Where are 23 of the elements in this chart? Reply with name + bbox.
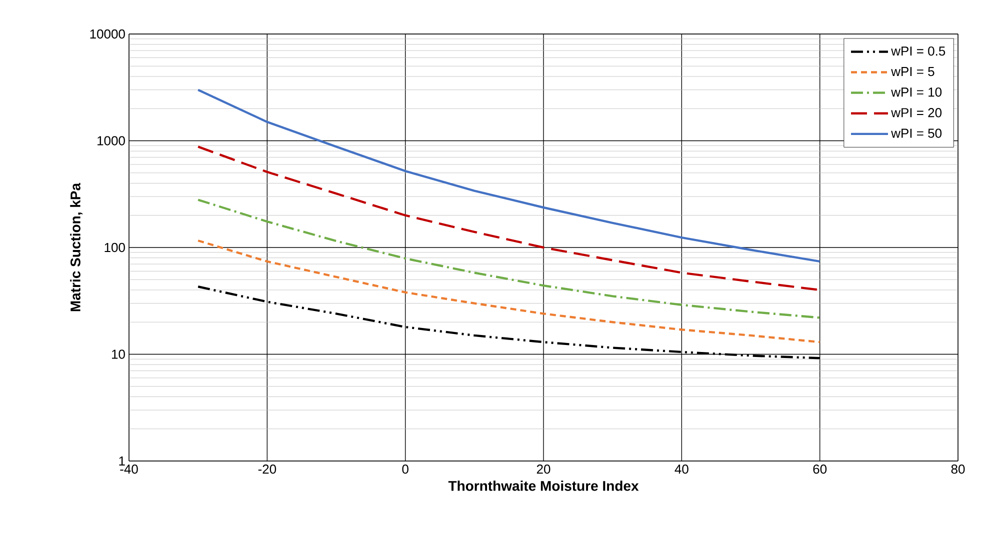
y-tick-label: 10 <box>112 350 125 359</box>
line-series <box>196 286 821 360</box>
y-tick-label: 1000 <box>98 136 125 146</box>
y-tick-label: 1 <box>119 456 125 466</box>
line-series <box>196 198 821 319</box>
legend-label: wPI = 10 <box>891 87 942 97</box>
y-tick-label: 100 <box>104 242 125 252</box>
y-axis-title: Matric Suction, kPa <box>70 182 82 312</box>
x-tick-label: 20 <box>536 464 550 474</box>
x-tick-label: 60 <box>813 464 827 474</box>
legend-label: wPI = 20 <box>891 108 942 118</box>
x-tick-label: -20 <box>258 464 276 474</box>
legend-label: wPI = 0.5 <box>891 46 946 56</box>
x-tick-label: 0 <box>402 464 408 474</box>
x-tick-label: 80 <box>951 464 965 474</box>
legend-label: wPI = 5 <box>891 67 934 76</box>
line-series <box>196 88 821 263</box>
legend-label: wPI = 50 <box>891 128 942 138</box>
x-tick-label: 40 <box>674 464 688 474</box>
x-axis-title: Thornthwaite Moisture Index <box>448 480 639 491</box>
x-tick-label: -40 <box>120 464 138 474</box>
line-series <box>196 240 821 344</box>
y-tick-label: 10000 <box>90 29 125 39</box>
